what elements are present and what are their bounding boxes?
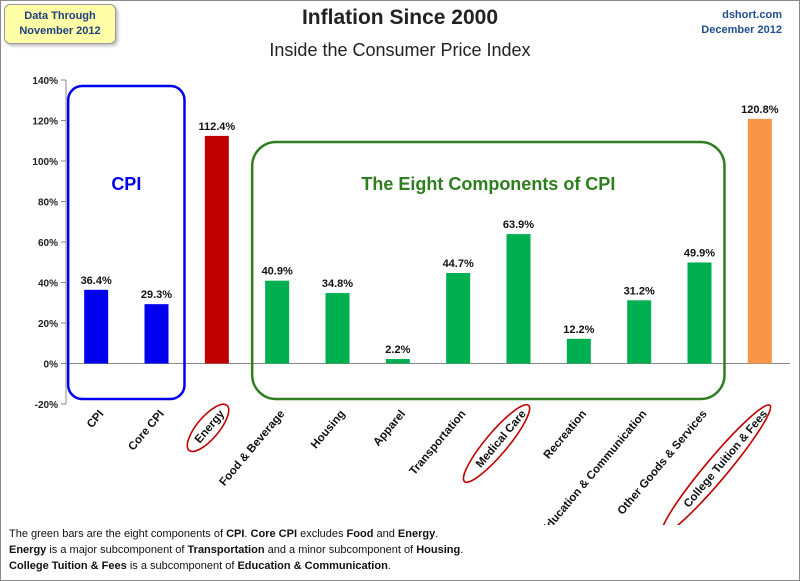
footnote-segment: is a subcomponent of [126, 560, 238, 572]
footnote-line-1: The green bars are the eight components … [9, 526, 463, 542]
y-tick-label: 120% [32, 117, 58, 128]
category-label: Medical Care [474, 408, 529, 470]
data-through-note: Data Through November 2012 [4, 4, 116, 44]
highlight-ellipse [462, 403, 531, 484]
y-tick-label: 40% [38, 279, 58, 290]
y-tick-label: 100% [32, 157, 58, 168]
labels-layer: 36.4% 29.3% 112.4% 40.9% 34.8% 2.2% 44.7% 63.9%… [81, 104, 779, 356]
bar-value-label: 44.7% [443, 258, 474, 270]
data-note-line-1: Data Through [24, 10, 96, 22]
footnote-segment: . [460, 544, 464, 556]
bar-value-label: 112.4% [198, 121, 235, 133]
footnote-segment: Core CPI [250, 528, 298, 540]
category-label-group: Transportation [408, 408, 469, 477]
y-tick-label: 60% [38, 238, 58, 249]
y-tick-label: 80% [38, 198, 58, 209]
bar-8 [566, 338, 591, 364]
bar-0 [84, 289, 109, 364]
category-label: Transportation [408, 408, 469, 477]
footnote-segment: . [435, 528, 439, 540]
bar-value-label: 63.9% [503, 219, 534, 231]
bar-2 [204, 135, 229, 364]
axis-layer: -20% 0% 20% 40% 60% 80% 100% 120% 140% [32, 76, 790, 411]
bar-10 [687, 262, 712, 364]
data-note-line-2: November 2012 [19, 25, 101, 37]
category-label: Housing [309, 408, 348, 451]
highlight-ellipse [186, 403, 230, 453]
category-label-group: Medical Care [462, 403, 531, 484]
bars-layer [84, 118, 772, 364]
footnote-segment: excludes [297, 528, 347, 540]
footnote-segment: Transportation [187, 544, 265, 556]
footnote-segment: College Tuition & Fees [9, 560, 127, 572]
footnote-segment: The green bars are the eight components … [9, 528, 227, 540]
category-label-group: Housing [309, 408, 348, 451]
category-label-group: Food & Beverage [217, 408, 287, 488]
group-boxes: CPI The Eight Components of CPI [66, 84, 726, 401]
bar-4 [325, 293, 350, 364]
category-label-group: Recreation [542, 408, 589, 461]
category-label: Food & Beverage [217, 408, 287, 488]
bar-value-label: 2.2% [385, 344, 410, 356]
bar-7 [506, 234, 531, 364]
bar-value-label: 40.9% [262, 266, 293, 278]
category-label-group: Core CPI [126, 408, 166, 453]
category-label-group: Apparel [371, 408, 408, 449]
y-tick-label: 20% [38, 319, 58, 330]
bar-6 [446, 272, 471, 364]
footnote-segment: and [373, 528, 398, 540]
y-tick-label: 0% [44, 360, 59, 371]
bar-value-label: 36.4% [81, 275, 112, 287]
footnote-segment: . [244, 528, 251, 540]
bar-value-label: 12.2% [563, 324, 594, 336]
highlight-ellipse [660, 404, 772, 525]
bar-value-label: 29.3% [141, 289, 172, 301]
footnote-line-3: College Tuition & Fees is a subcomponent… [9, 558, 463, 574]
category-label: CPI [85, 408, 107, 430]
y-tick-label: 140% [32, 76, 58, 87]
bar-chart: -20% 0% 20% 40% 60% 80% 100% 120% 140% CPI The E… [32, 76, 790, 525]
source-credit: dshort.com December 2012 [701, 8, 782, 38]
source-date: December 2012 [701, 24, 782, 36]
footnote-line-2: Energy is a major subcomponent of Transp… [9, 542, 463, 558]
category-label-group: CPI [85, 408, 107, 430]
category-label: Recreation [542, 408, 589, 461]
category-label: Apparel [371, 408, 408, 449]
cpi-group-box [66, 84, 186, 401]
footnote-segment: Food [346, 528, 374, 540]
footnote-segment: CPI [226, 528, 245, 540]
footnote-segment: . [387, 560, 391, 572]
bar-value-label: 49.9% [684, 247, 715, 259]
category-label: Core CPI [126, 408, 166, 453]
bar-value-label: 34.8% [322, 278, 353, 290]
bar-5 [385, 359, 410, 364]
bar-value-label: 120.8% [741, 104, 779, 116]
footnote-segment: is a major subcomponent of [46, 544, 188, 556]
chart-title: Inflation Since 2000 [301, 6, 499, 29]
footnote-segment: and a minor subcomponent of [264, 544, 417, 556]
bar-3 [265, 280, 290, 364]
components-group-label: The Eight Components of CPI [361, 174, 615, 194]
footnote: The green bars are the eight components … [9, 526, 463, 574]
bar-1 [144, 304, 169, 364]
source-site: dshort.com [722, 9, 782, 21]
cpi-group-label: CPI [111, 174, 141, 194]
bar-9 [627, 300, 652, 364]
footnote-segment: Energy [397, 528, 436, 540]
footnote-segment: Education & Communication [237, 560, 388, 572]
category-label-group: College Tuition & Fees [660, 404, 772, 525]
footnote-segment: Energy [9, 544, 47, 556]
components-group-box [250, 140, 726, 401]
bar-11 [747, 118, 772, 364]
category-label-group: Energy [186, 403, 230, 453]
chart-subtitle: Inside the Consumer Price Index [269, 40, 531, 60]
y-tick-label: -20% [35, 400, 58, 411]
bar-value-label: 31.2% [624, 285, 655, 297]
footnote-segment: Housing [416, 544, 461, 556]
